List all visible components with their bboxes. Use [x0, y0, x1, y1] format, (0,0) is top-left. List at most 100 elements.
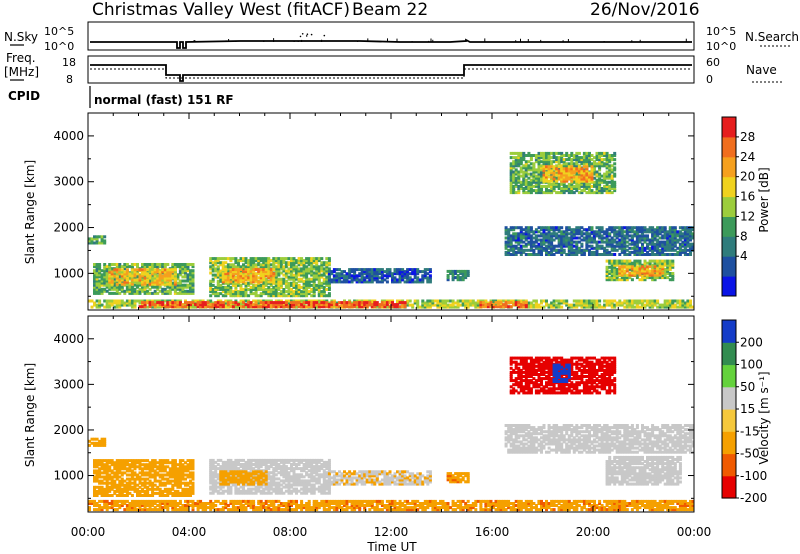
heatmap-cell: [509, 162, 513, 166]
heatmap-cell: [610, 265, 614, 269]
heatmap-cell: [643, 267, 647, 271]
heatmap-cell: [663, 248, 667, 252]
heatmap-cell: [683, 305, 687, 309]
heatmap-cell: [385, 276, 389, 280]
heatmap-cell: [519, 303, 523, 307]
heatmap-cell: [221, 263, 225, 267]
heatmap-cell: [310, 288, 314, 291]
heatmap-cell: [514, 156, 518, 160]
heatmap-cell: [105, 467, 109, 471]
heatmap-cell: [335, 303, 339, 307]
heatmap-cell: [542, 175, 546, 179]
heatmap-cell: [615, 226, 619, 230]
heatmap-cell: [517, 305, 521, 309]
heatmap-cell: [226, 283, 230, 287]
heatmap-cell: [279, 294, 283, 298]
heatmap-cell: [681, 305, 685, 309]
heatmap-cell: [105, 491, 109, 495]
heatmap-cell: [153, 272, 157, 276]
heatmap-cell: [353, 270, 357, 274]
heatmap-cell: [277, 265, 281, 269]
heatmap-cell: [577, 169, 581, 173]
heatmap-cell: [186, 277, 190, 281]
heatmap-cell: [325, 279, 329, 283]
heatmap-cell: [156, 274, 160, 278]
heatmap-cell: [231, 276, 235, 280]
heatmap-cell: [514, 226, 518, 230]
heatmap-cell: [363, 272, 367, 276]
heatmap-cell: [176, 273, 180, 277]
heatmap-cell: [646, 301, 649, 305]
heatmap-cell: [277, 299, 281, 303]
heatmap-cell: [305, 271, 309, 275]
heatmap-cell: [598, 184, 602, 188]
heatmap-cell: [595, 191, 599, 195]
heatmap-cell: [512, 228, 516, 232]
heatmap-cell: [686, 253, 690, 256]
heatmap-cell: [585, 173, 589, 177]
heatmap-cell: [110, 299, 114, 303]
heatmap-cell: [540, 250, 543, 254]
heatmap-cell: [550, 232, 554, 236]
heatmap-cell: [209, 285, 213, 289]
heatmap-cell: [98, 473, 102, 477]
heatmap-cell: [570, 160, 574, 164]
heatmap-cell: [658, 305, 662, 309]
heatmap-cell: [456, 305, 460, 309]
heatmap-cell: [651, 232, 655, 236]
heatmap-cell: [148, 274, 152, 278]
heatmap-cell: [184, 291, 187, 295]
heatmap-cell: [517, 154, 521, 157]
heatmap-cell: [383, 274, 387, 278]
heatmap-cell: [560, 234, 564, 238]
heatmap-cell: [279, 303, 283, 307]
heatmap-cell: [181, 269, 185, 273]
heatmap-cell: [100, 489, 104, 493]
heatmap-cell: [570, 165, 574, 169]
heatmap-cell: [148, 287, 152, 291]
heatmap-cell: [284, 303, 288, 307]
heatmap-cell: [93, 283, 96, 287]
heatmap-cell: [575, 228, 579, 232]
heatmap-cell: [209, 290, 213, 294]
heatmap-cell: [103, 279, 107, 283]
heatmap-cell: [537, 151, 541, 155]
heatmap-cell: [95, 469, 99, 473]
heatmap-cell: [320, 269, 324, 273]
heatmap-cell: [635, 240, 639, 244]
heatmap-cell: [524, 184, 528, 188]
heatmap-cell: [529, 156, 533, 160]
heatmap-cell: [666, 238, 670, 242]
heatmap-cell: [133, 305, 137, 309]
heatmap-cell: [519, 187, 523, 190]
heatmap-cell: [224, 281, 228, 285]
heatmap-cell: [264, 303, 268, 307]
heatmap-cell: [95, 279, 99, 283]
heatmap-cell: [403, 303, 407, 307]
heatmap-cell: [302, 263, 306, 267]
heatmap-cell: [252, 285, 256, 289]
heatmap-cell: [572, 232, 576, 236]
heatmap-cell: [262, 268, 266, 272]
heatmap-cell: [519, 250, 523, 254]
heatmap-cell: [257, 299, 261, 303]
heatmap-cell: [181, 279, 185, 283]
heatmap-cell: [529, 303, 533, 307]
heatmap-cell: [141, 282, 144, 286]
heatmap-cell: [282, 292, 286, 296]
heatmap-cell: [292, 279, 296, 283]
heatmap-cell: [120, 274, 124, 278]
heatmap-cell: [651, 278, 655, 282]
heatmap-cell: [562, 191, 566, 195]
heatmap-cell: [562, 171, 566, 175]
heatmap-cell: [560, 232, 564, 236]
heatmap-cell: [93, 437, 96, 441]
heatmap-cell: [504, 303, 508, 307]
heatmap-cell: [156, 303, 160, 307]
heatmap-cell: [550, 179, 554, 183]
heatmap-cell: [279, 305, 283, 309]
heatmap-cell: [348, 268, 352, 272]
heatmap-cell: [512, 184, 516, 188]
heatmap-cell: [277, 267, 281, 271]
heatmap-cell: [110, 270, 114, 274]
